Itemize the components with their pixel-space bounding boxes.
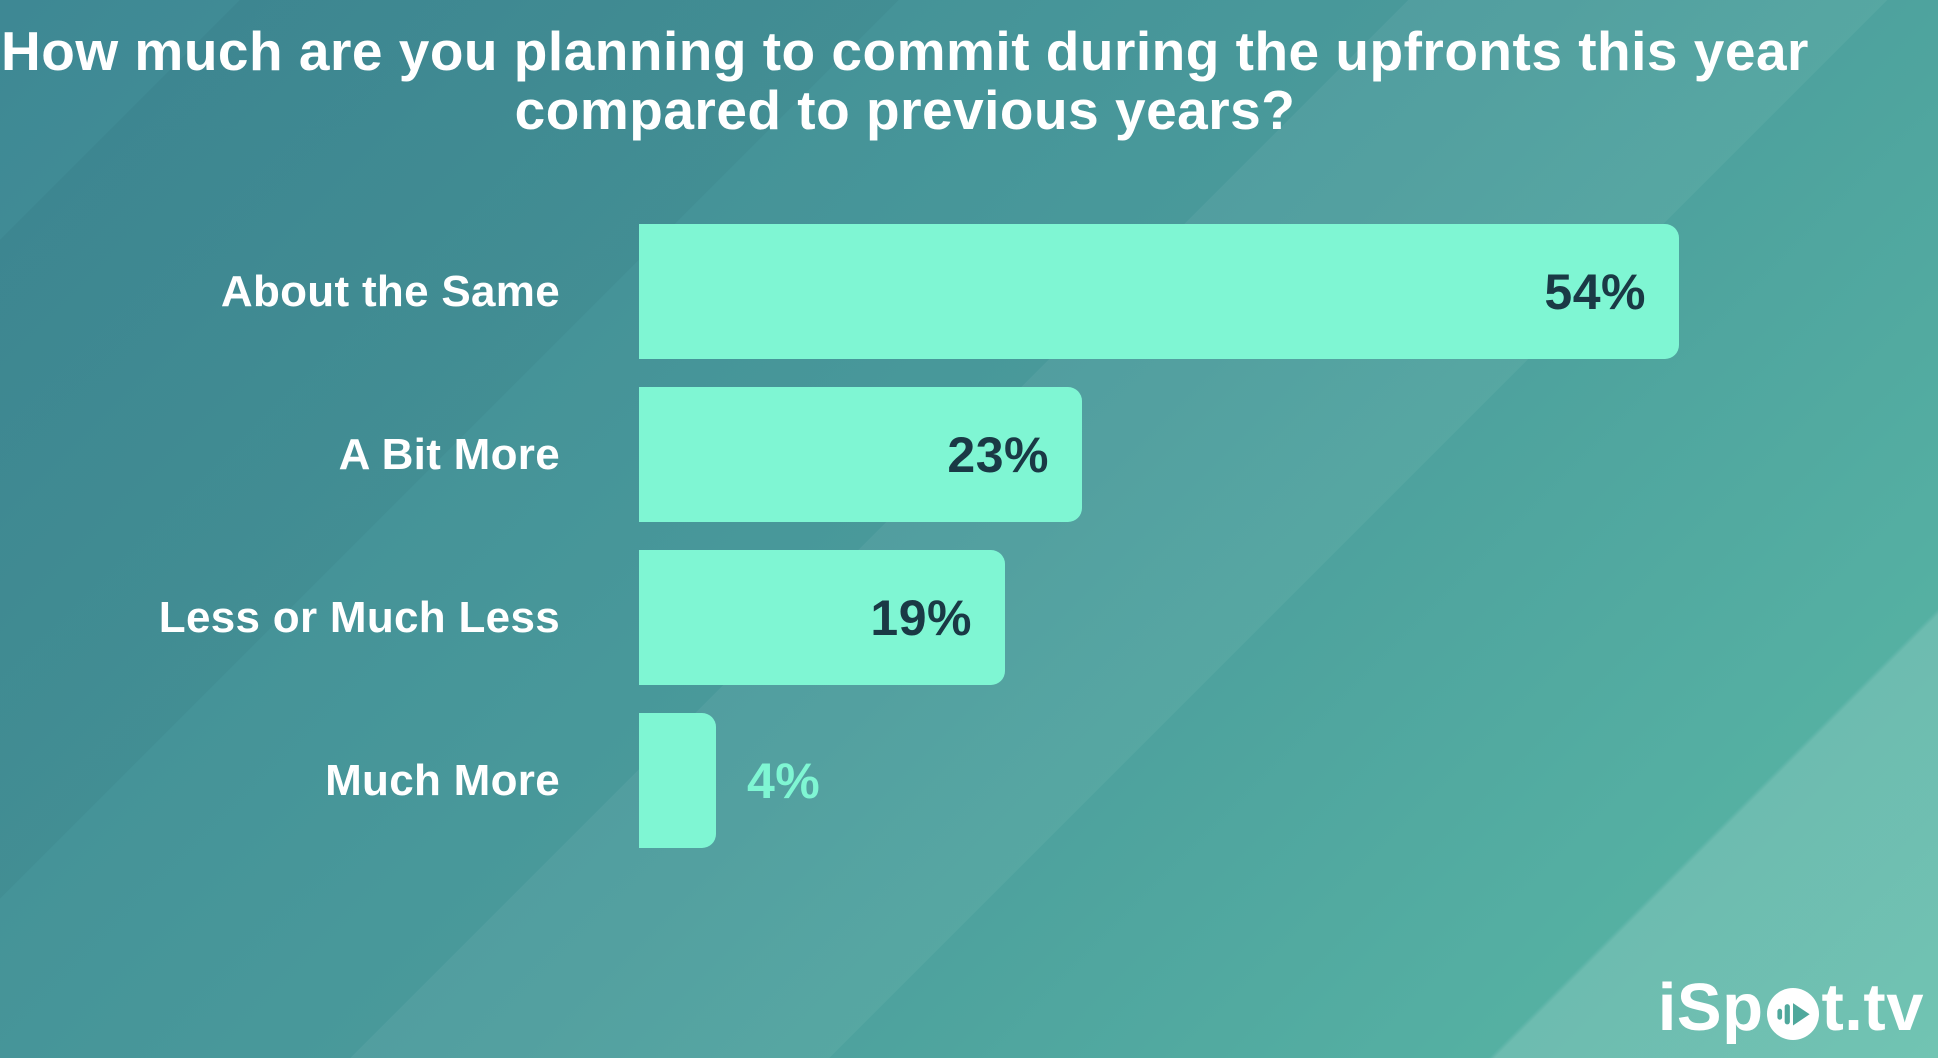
bar: [639, 713, 716, 848]
bar-track: 54%: [639, 224, 1938, 359]
bar: 23%: [639, 387, 1082, 522]
category-label: Much More: [325, 755, 560, 805]
category-label: Less or Much Less: [158, 592, 560, 642]
category-label: A Bit More: [338, 429, 560, 479]
play-circle-icon: [1766, 987, 1819, 1040]
bar-track: 4%: [639, 713, 1938, 848]
bar-value-label: 23%: [947, 426, 1049, 483]
bar-row: Much More 4%: [0, 713, 1938, 848]
bar-track: 23%: [639, 387, 1938, 522]
bar: 19%: [639, 550, 1005, 685]
bar-value-label: 19%: [870, 589, 972, 646]
ispot-logo: iSp t.tv: [1658, 969, 1924, 1046]
chart-title: How much are you planning to commit duri…: [1, 20, 1809, 141]
category-label: About the Same: [220, 266, 560, 316]
bar-track: 19%: [639, 550, 1938, 685]
bar-row: Less or Much Less 19%: [0, 550, 1938, 685]
logo-text-pre: iSp: [1657, 970, 1764, 1045]
bar-row: About the Same 54%: [0, 224, 1938, 359]
logo-text-post: t.tv: [1821, 970, 1924, 1045]
bar-value-label: 4%: [747, 752, 821, 809]
bar-chart: About the Same 54% A Bit More 23% Less o…: [0, 224, 1938, 876]
bar-row: A Bit More 23%: [0, 387, 1938, 522]
bar: 54%: [639, 224, 1679, 359]
bar-value-label: 54%: [1544, 263, 1646, 320]
